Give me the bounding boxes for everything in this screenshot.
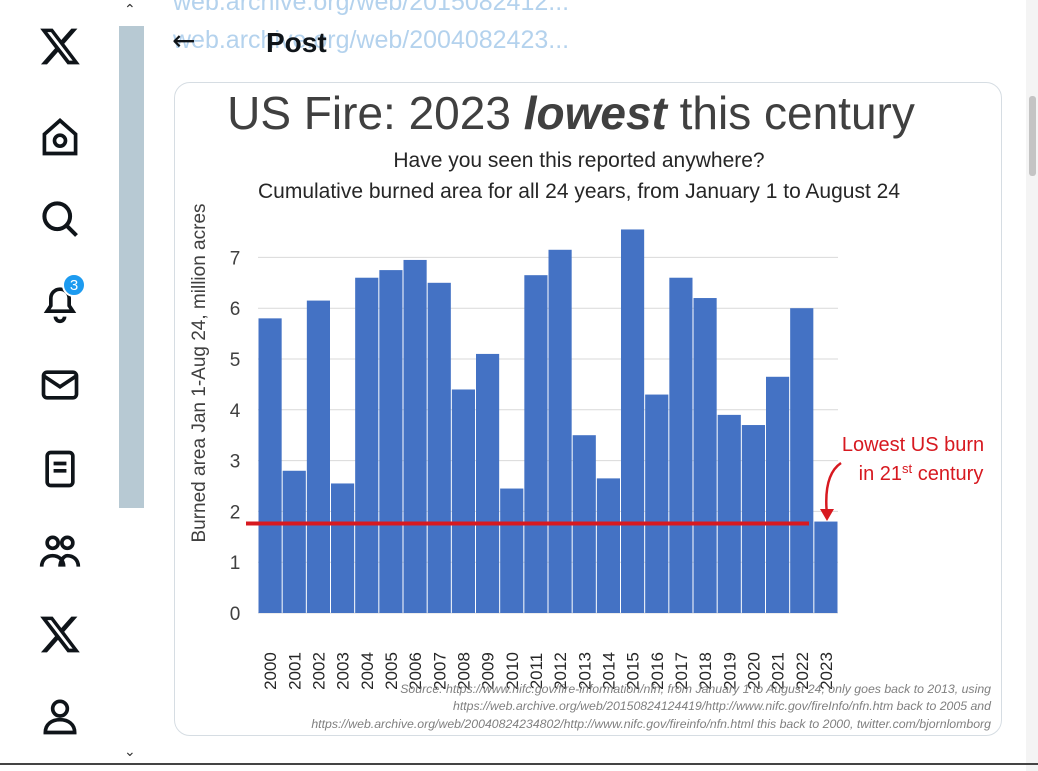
annotation-text: Lowest US burn <box>842 434 984 456</box>
bar <box>379 270 403 613</box>
annotation-arrowhead <box>820 509 834 521</box>
left-scrollbar[interactable]: ⌃ ⌄ <box>118 0 146 771</box>
x-tick-label: 2023 <box>817 652 836 690</box>
right-scrollbar[interactable] <box>1026 0 1038 771</box>
bar <box>645 394 669 613</box>
annotation-arrow <box>825 461 842 516</box>
x-tick-label: 2015 <box>624 652 643 690</box>
x-tick-label: 2007 <box>430 652 449 690</box>
x-logo-icon[interactable] <box>34 20 86 72</box>
bar <box>814 521 838 613</box>
y-tick-label: 2 <box>230 502 241 523</box>
x-tick-label: 2022 <box>793 652 812 690</box>
bar <box>766 376 790 613</box>
x-tick-label: 2017 <box>672 652 691 690</box>
bar <box>282 470 306 613</box>
x-tick-label: 2011 <box>527 653 546 690</box>
profile-icon[interactable] <box>34 690 86 742</box>
y-tick-label: 5 <box>230 350 241 371</box>
x-tick-label: 2016 <box>648 652 667 690</box>
fire-chart-svg: US Fire: 2023 lowest this century Have y… <box>189 87 992 731</box>
bar <box>500 488 524 613</box>
left-nav: 3 <box>0 0 118 771</box>
x-tick-label: 2006 <box>406 652 425 690</box>
x-tick-label: 2001 <box>285 652 304 690</box>
bar <box>717 414 741 613</box>
page-title: Post <box>266 27 327 58</box>
bar <box>451 389 475 613</box>
bar <box>258 318 282 613</box>
bar <box>524 275 548 613</box>
bar <box>621 229 645 613</box>
x-tick-label: 2004 <box>358 652 377 690</box>
bar <box>741 425 765 613</box>
post-image-chart[interactable]: US Fire: 2023 lowest this century Have y… <box>174 82 1002 736</box>
x-tick-label: 2000 <box>261 652 280 690</box>
back-arrow-icon[interactable]: ← <box>172 24 196 57</box>
y-tick-label: 7 <box>230 248 241 269</box>
bar <box>596 478 620 613</box>
x-tick-label: 2002 <box>309 652 328 690</box>
communities-icon[interactable] <box>34 526 86 578</box>
search-icon[interactable] <box>34 193 86 245</box>
x-tick-label: 2005 <box>382 652 401 690</box>
x-tick-label: 2010 <box>503 652 522 690</box>
x-tick-label: 2021 <box>769 652 788 690</box>
bar <box>403 259 427 613</box>
bar <box>790 308 814 613</box>
premium-x-icon[interactable] <box>34 608 86 660</box>
bar <box>548 249 572 613</box>
messages-envelope-icon[interactable] <box>34 359 86 411</box>
scroll-up-arrow-icon[interactable]: ⌃ <box>124 2 136 18</box>
x-tick-label: 2013 <box>575 652 594 690</box>
x-tick-label: 2014 <box>599 652 618 690</box>
chart-subtitle-2: Cumulative burned area for all 24 years,… <box>258 180 900 203</box>
scroll-down-arrow-icon[interactable]: ⌄ <box>124 744 136 760</box>
bar <box>355 277 379 613</box>
x-tick-label: 2012 <box>551 652 570 690</box>
y-tick-label: 6 <box>230 299 241 320</box>
annotation-text: in 21st century <box>859 461 984 485</box>
bar <box>669 277 693 613</box>
scrolled-link-text: web.archive.org/web/2015082412... <box>173 0 570 16</box>
y-tick-label: 1 <box>230 553 241 574</box>
x-tick-label: 2019 <box>720 652 739 690</box>
scrolled-link-text: web.archive.org/web/2004082423... <box>173 26 570 54</box>
source-text: https://web.archive.org/web/200408242348… <box>311 717 991 731</box>
home-icon[interactable] <box>34 111 86 163</box>
chart-subtitle: Have you seen this reported anywhere? <box>393 149 764 172</box>
x-tick-label: 2003 <box>334 652 353 690</box>
source-text: Source: https://www.nifc.gov/fire-inform… <box>400 682 991 696</box>
bar <box>693 298 717 613</box>
x-tick-label: 2008 <box>454 652 473 690</box>
y-tick-label: 4 <box>230 401 241 422</box>
notification-count-badge: 3 <box>62 273 86 297</box>
bar <box>427 282 451 613</box>
y-tick-label: 0 <box>230 604 241 625</box>
divider <box>0 763 1038 765</box>
y-axis-label: Burned area Jan 1-Aug 24, million acres <box>189 203 210 542</box>
x-tick-label: 2018 <box>696 652 715 690</box>
x-tick-label: 2009 <box>479 652 498 690</box>
bar <box>476 353 500 613</box>
right-scrollbar-thumb[interactable] <box>1029 96 1036 176</box>
bar <box>331 483 355 613</box>
notifications-bell-icon[interactable] <box>34 276 86 328</box>
bar <box>306 300 330 613</box>
x-tick-label: 2020 <box>744 652 763 690</box>
lists-icon[interactable] <box>34 443 86 495</box>
source-text: https://web.archive.org/web/201508241244… <box>453 699 992 713</box>
chart-title: US Fire: 2023 lowest this century <box>227 87 915 139</box>
y-tick-label: 3 <box>230 452 241 473</box>
scrollbar-thumb[interactable] <box>119 26 144 508</box>
